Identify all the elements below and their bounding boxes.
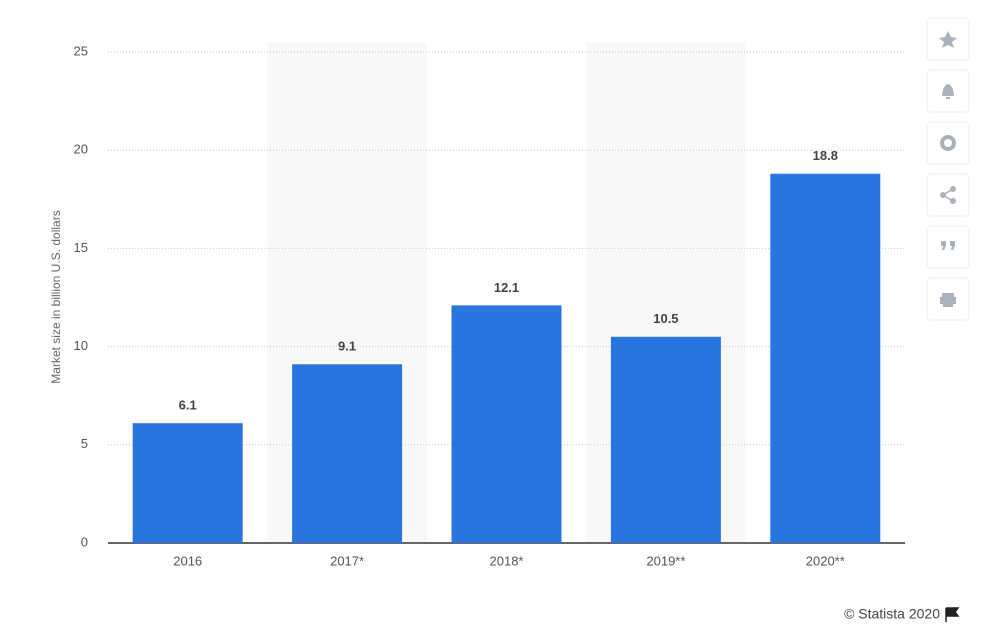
settings-button[interactable] bbox=[926, 121, 970, 165]
y-tick-label: 20 bbox=[74, 142, 88, 157]
cite-button[interactable] bbox=[926, 225, 970, 269]
print-icon bbox=[940, 293, 956, 307]
share-icon bbox=[940, 186, 956, 204]
bar bbox=[292, 364, 403, 543]
flag-icon bbox=[945, 607, 960, 622]
x-tick-label: 2018* bbox=[490, 553, 524, 568]
value-label: 6.1 bbox=[179, 398, 197, 413]
value-label: 12.1 bbox=[494, 280, 519, 295]
x-tick-label: 2020** bbox=[806, 553, 845, 568]
star-icon bbox=[939, 31, 957, 48]
credit: © Statista 2020 bbox=[844, 606, 940, 622]
y-tick-label: 10 bbox=[74, 338, 88, 353]
y-tick-label: 25 bbox=[74, 43, 88, 58]
quote-icon bbox=[941, 241, 955, 250]
bar bbox=[770, 173, 881, 543]
x-tick-label: 2017* bbox=[330, 553, 364, 568]
bell-icon bbox=[942, 84, 954, 99]
x-tick-label: 2019** bbox=[646, 553, 685, 568]
y-tick-label: 0 bbox=[81, 534, 88, 549]
y-tick-label: 15 bbox=[74, 240, 88, 255]
y-axis-label: Market size in billion U.S. dollars bbox=[49, 210, 63, 383]
bar bbox=[451, 305, 562, 543]
marks: 2016 6.1 2017* 9.1 2018* 12.1 2019** 10.5 2020**… bbox=[132, 148, 881, 568]
bar bbox=[610, 336, 721, 543]
side-toolbar bbox=[926, 17, 970, 321]
bar bbox=[132, 423, 243, 543]
value-label: 18.8 bbox=[813, 148, 838, 163]
value-label: 9.1 bbox=[338, 339, 356, 354]
x-tick-label: 2016 bbox=[173, 553, 202, 568]
gear-icon bbox=[940, 135, 956, 151]
value-label: 10.5 bbox=[653, 311, 678, 326]
share-button[interactable] bbox=[926, 173, 970, 217]
y-tick-label: 5 bbox=[81, 436, 88, 451]
